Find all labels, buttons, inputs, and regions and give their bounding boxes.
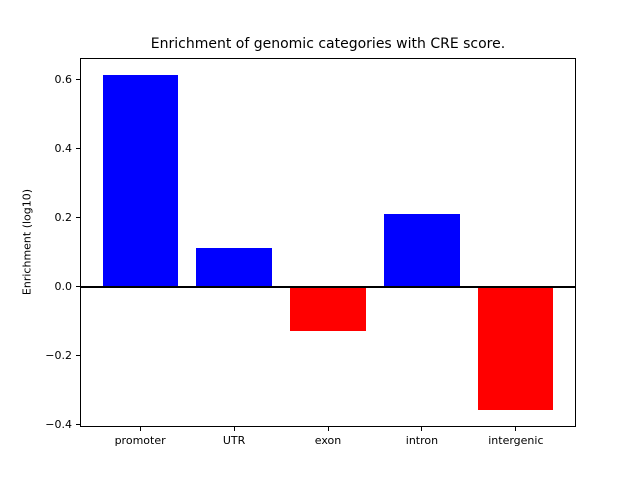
- y-tick: [76, 148, 80, 150]
- y-tick-label: 0.2: [54, 210, 73, 224]
- x-tick: [515, 427, 517, 431]
- y-tick-label: −0.4: [45, 417, 72, 431]
- x-tick: [327, 427, 329, 431]
- x-tick: [233, 427, 235, 431]
- y-tick: [76, 286, 80, 288]
- bar-exon: [290, 286, 366, 332]
- bar-intron: [384, 213, 460, 287]
- x-tick-label-intergenic: intergenic: [488, 434, 544, 447]
- x-tick: [139, 427, 141, 431]
- y-tick-label: −0.2: [45, 348, 72, 362]
- y-tick-label: 0.4: [54, 141, 73, 155]
- x-tick: [421, 427, 423, 431]
- x-tick-label-UTR: UTR: [222, 434, 246, 447]
- x-tick-label-promoter: promoter: [114, 434, 166, 447]
- x-tick-label-exon: exon: [314, 434, 342, 447]
- y-tick: [76, 355, 80, 357]
- chart-title: Enrichment of genomic categories with CR…: [150, 36, 506, 52]
- x-tick-label-intron: intron: [405, 434, 439, 447]
- y-tick: [76, 217, 80, 219]
- bar-intergenic: [478, 286, 554, 411]
- y-tick-label: 0.0: [54, 279, 73, 293]
- bar-promoter: [102, 74, 178, 287]
- bar-UTR: [196, 247, 272, 287]
- y-tick: [76, 79, 80, 81]
- y-tick: [76, 424, 80, 426]
- y-tick-label: 0.6: [54, 72, 73, 86]
- zero-line: [80, 285, 576, 288]
